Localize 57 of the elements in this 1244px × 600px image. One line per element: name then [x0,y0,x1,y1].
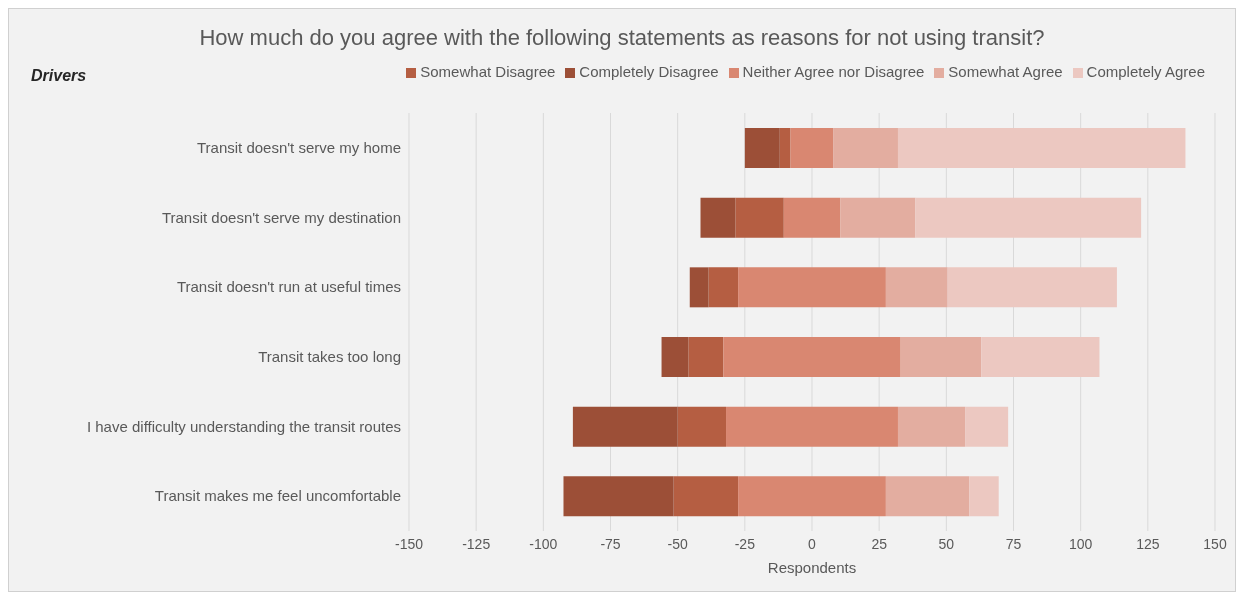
legend-label: Somewhat Agree [948,63,1063,80]
x-axis-title: Respondents [767,559,857,576]
bar [700,197,736,238]
bar [840,197,916,238]
legend-label: Somewhat Disagree [420,63,556,80]
bar [688,337,724,377]
y-tick-label: Transit doesn't serve my destination [161,208,401,226]
bar [661,337,689,377]
bar [738,267,886,308]
bar [779,128,791,168]
bar [900,337,982,377]
bar [738,476,886,517]
y-tick-label: Transit doesn't run at useful times [176,278,401,296]
x-tick-label: -125 [462,535,491,552]
bar [897,128,1186,168]
bar [735,197,784,238]
bar [981,337,1100,377]
bar [723,337,901,377]
bar [708,267,739,308]
y-tick-label: Transit makes me feel uncomfortable [154,487,401,505]
text: Drivers [31,67,87,85]
x-tick-label: 100 [1068,535,1093,552]
x-tick-label: 75 [1005,535,1022,552]
x-tick-label: 150 [1203,535,1227,552]
bar [833,128,898,168]
legend-label: Neither Agree nor Disagree [742,63,925,80]
x-tick-label: 50 [938,535,955,552]
bar [783,197,841,238]
bar [563,476,674,517]
bar [726,406,898,447]
bar [790,128,834,168]
bar [572,406,678,447]
bar [915,197,1142,238]
bar [897,406,966,447]
legend-label: Completely Disagree [579,63,719,80]
bar [969,476,999,517]
bar [673,476,739,517]
x-tick-label: 125 [1136,535,1160,552]
x-tick-label: -100 [529,535,558,552]
y-tick-label: I have difficulty understanding the transit routes [86,417,401,435]
bar [744,128,780,168]
x-tick-label: -150 [394,535,424,552]
x-tick-label: -25 [734,535,756,552]
chart-title: How much do you agree with the following statements as reasons for not using transit? [198,24,1046,52]
bar [677,406,727,447]
y-tick-label: Transit takes too long [258,348,401,366]
x-tick-label: 0 [808,535,817,552]
legend-label: Completely Agree [1086,63,1205,80]
bar [689,267,709,308]
y-tick-label: Transit doesn't serve my home [196,139,401,157]
x-tick-label: -50 [667,535,688,552]
x-tick-label: 25 [871,535,888,552]
bar [947,267,1117,308]
bar [965,406,1009,447]
x-tick-label: -75 [600,535,621,552]
bar [885,267,948,308]
bar [885,476,970,517]
